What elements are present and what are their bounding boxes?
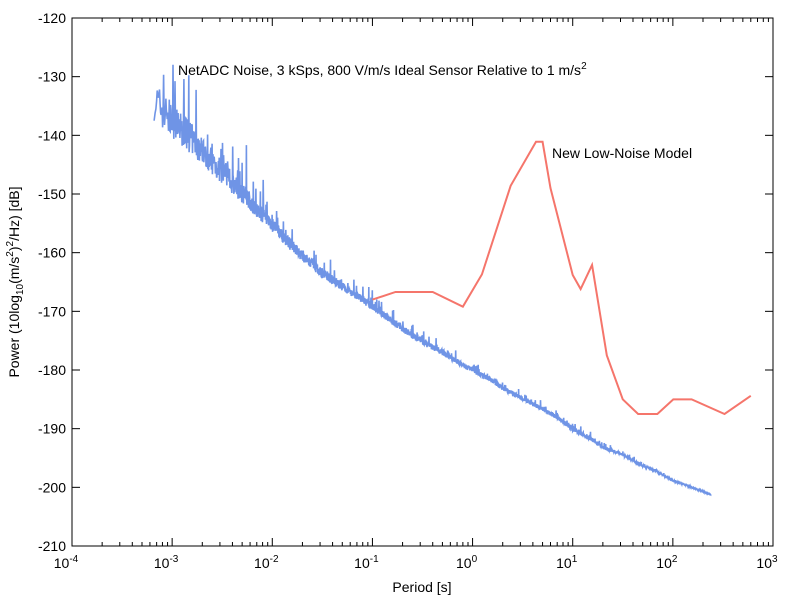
series-label-netadc: NetADC Noise, 3 kSps, 800 V/m/s Ideal Se… [178,61,587,78]
y-tick-label: -120 [38,10,66,26]
series-line-nlnm [372,142,750,414]
series-group [154,65,751,495]
x-tick-label: 100 [456,554,478,571]
y-axis-label: Power (10log10(m/s2)2/Hz) [dB] [5,186,26,377]
y-tick-label: -160 [38,245,66,261]
y-tick-label: -150 [38,186,66,202]
x-tick-label: 101 [556,554,578,571]
y-tick-label: -130 [38,69,66,85]
series-label-nlnm: New Low-Noise Model [552,145,692,161]
y-tick-label: -170 [38,303,66,319]
x-tick-label: 102 [656,554,678,571]
x-tick-label: 10-2 [254,554,279,571]
axis-ticks: 10-4 10-3 10-2 10-1 100 101 102 103 -120 -130 -140… [38,10,778,571]
y-tick-label: -190 [38,421,66,437]
x-tick-label: 10-1 [354,554,379,571]
y-tick-label: -210 [38,538,66,554]
y-tick-label: -140 [38,127,66,143]
series-line-netadc-noise [154,65,711,495]
y-tick-label: -180 [38,362,66,378]
y-tick-label: -200 [38,479,66,495]
x-axis-label: Period [s] [392,579,451,595]
x-tick-label: 103 [756,554,778,571]
x-tick-label: 10-3 [154,554,179,571]
x-tick-label: 10-4 [54,554,79,571]
plot-frame [72,18,773,546]
